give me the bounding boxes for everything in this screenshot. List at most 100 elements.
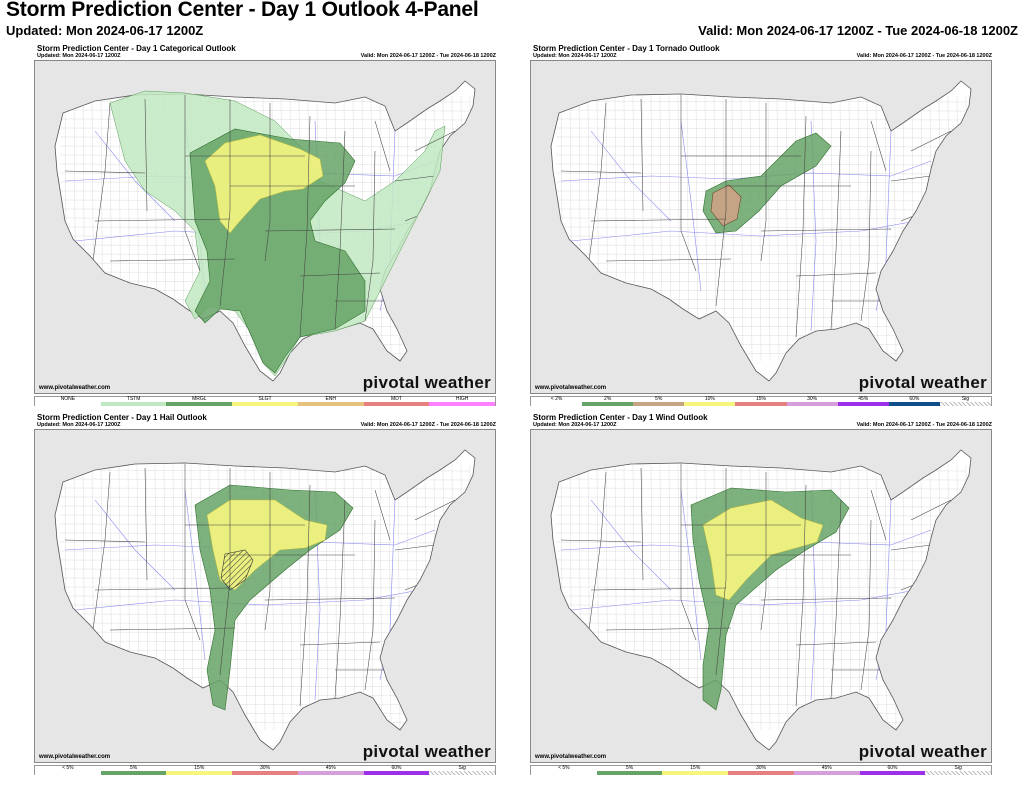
legend-swatch	[100, 771, 167, 775]
legend-item: 45%	[297, 765, 364, 775]
state-border	[92, 471, 111, 631]
legend-swatch	[793, 771, 860, 775]
risk-areas	[194, 484, 354, 711]
legend-swatch	[35, 771, 101, 775]
brand-logo: pivotal weather	[858, 742, 987, 761]
state-border	[299, 484, 311, 707]
legend-label: 45%	[325, 765, 336, 771]
state-border	[109, 258, 236, 262]
state-border	[830, 130, 842, 330]
legend-swatch	[100, 402, 167, 406]
legend-item: < 5%	[35, 766, 101, 775]
legend-item: 15%	[735, 397, 787, 406]
legend-item: 5%	[633, 397, 685, 406]
legend-swatch	[925, 771, 992, 775]
county-line	[848, 95, 852, 362]
panel-title: Storm Prediction Center - Day 1 Tornado …	[533, 44, 720, 53]
site-credit: www.pivotalweather.com	[39, 754, 111, 760]
state-border	[394, 544, 436, 551]
county-line	[370, 464, 374, 731]
state-border	[109, 627, 236, 631]
state-border	[590, 218, 727, 222]
legend-item: 15%	[662, 766, 729, 775]
legend-item: 5%	[596, 766, 663, 775]
legend-label: NONE	[60, 396, 76, 402]
county-line	[361, 464, 365, 731]
county-line	[767, 95, 771, 362]
legend-label: < 2%	[550, 396, 563, 402]
state-border	[144, 467, 148, 581]
legend-swatch	[166, 402, 233, 406]
county-line	[352, 464, 356, 731]
county-line	[469, 95, 473, 362]
state-border	[605, 627, 732, 631]
state-border	[264, 103, 271, 262]
legend-item: 60%	[888, 397, 940, 406]
legend-label: HIGH	[455, 396, 469, 402]
legend-item: HIGH	[429, 396, 496, 406]
state-border	[760, 103, 767, 262]
county-line	[555, 226, 967, 229]
legend-label: 45%	[858, 396, 869, 402]
state-border	[760, 472, 767, 631]
state-border	[795, 641, 877, 646]
brand-logo: pivotal weather	[362, 742, 491, 761]
legend-swatch	[596, 771, 663, 775]
state-border	[264, 228, 396, 232]
county-line	[794, 95, 798, 362]
legend-swatch	[363, 771, 430, 775]
legend-tornado: < 2% 2% 5% 10% 15% 30% 45% 60% Sig	[530, 396, 992, 406]
legend-swatch	[684, 402, 736, 406]
state-border	[590, 587, 727, 591]
site-credit: www.pivotalweather.com	[535, 385, 607, 391]
legend-label: 10%	[704, 396, 715, 402]
brand-logo: pivotal weather	[858, 373, 987, 392]
county-line	[469, 464, 473, 731]
county-line	[965, 95, 969, 362]
county-line	[555, 586, 967, 589]
state-border	[715, 99, 727, 307]
state-border	[870, 489, 887, 541]
brand-logo: pivotal weather	[362, 373, 491, 392]
state-border	[64, 170, 146, 174]
county-line	[555, 217, 967, 220]
legend-label: 45%	[821, 765, 832, 771]
county-line	[776, 95, 780, 362]
legend-item: 30%	[728, 765, 794, 775]
state-border	[414, 130, 456, 152]
map-tornado[interactable]: www.pivotalweather.com pivotal weather	[530, 60, 992, 394]
highway-line	[184, 489, 206, 661]
highway-line	[74, 589, 421, 611]
state-border	[588, 471, 607, 631]
county-line	[857, 464, 861, 731]
county-line	[59, 604, 471, 607]
legend-item: NONE	[35, 396, 101, 406]
state-border	[605, 258, 732, 262]
highway-line	[94, 499, 176, 591]
site-credit: www.pivotalweather.com	[39, 385, 111, 391]
map-categorical[interactable]: www.pivotalweather.com pivotal weather	[34, 60, 496, 394]
county-line	[965, 464, 969, 731]
state-border	[92, 102, 111, 262]
map-wind[interactable]: www.pivotalweather.com pivotal weather	[530, 429, 992, 763]
legend-swatch	[531, 771, 597, 775]
legend-swatch	[786, 402, 838, 406]
map-svg	[550, 449, 972, 751]
site-credit: www.pivotalweather.com	[535, 754, 607, 760]
legend-label: 30%	[756, 765, 767, 771]
county-line	[555, 154, 967, 157]
panel-valid: Valid: Mon 2024-06-17 1200Z - Tue 2024-0…	[856, 422, 992, 428]
county-line	[875, 95, 879, 362]
legend-wind: < 5% 5% 15% 30% 45% 60% Sig	[530, 765, 992, 775]
legend-label: Sig	[458, 765, 466, 771]
panel-title: Storm Prediction Center - Day 1 Hail Out…	[37, 413, 207, 422]
map-hail[interactable]: www.pivotalweather.com pivotal weather	[34, 429, 496, 763]
state-border	[560, 170, 642, 174]
legend-swatch	[166, 771, 233, 775]
county-line	[830, 95, 834, 362]
county-line	[555, 208, 967, 211]
highway-line	[680, 120, 702, 292]
highway-line	[590, 130, 672, 222]
legend-item: 15%	[166, 766, 233, 775]
map-svg	[550, 80, 972, 382]
